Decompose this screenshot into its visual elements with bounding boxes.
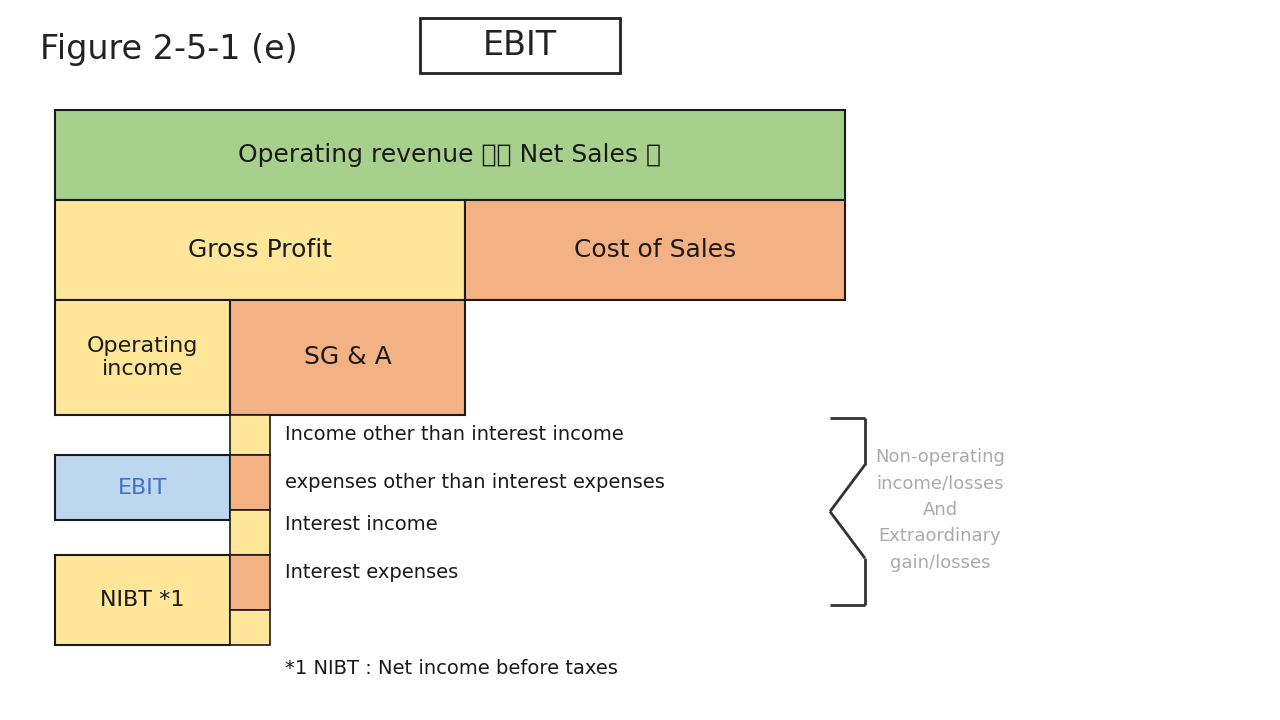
Bar bbox=[55, 200, 465, 300]
Text: Income other than interest income: Income other than interest income bbox=[285, 426, 623, 444]
Bar bbox=[420, 18, 620, 73]
Bar bbox=[230, 415, 270, 455]
Bar bbox=[55, 555, 230, 645]
Bar bbox=[55, 300, 230, 415]
Bar bbox=[465, 200, 845, 300]
Text: Interest expenses: Interest expenses bbox=[285, 562, 458, 582]
Text: NIBT *1: NIBT *1 bbox=[100, 590, 184, 610]
Bar bbox=[230, 300, 465, 415]
Bar bbox=[230, 610, 270, 645]
Text: Non-operating
income/losses
And
Extraordinary
gain/losses: Non-operating income/losses And Extraord… bbox=[876, 448, 1005, 572]
Text: Cost of Sales: Cost of Sales bbox=[573, 238, 736, 262]
Text: expenses other than interest expenses: expenses other than interest expenses bbox=[285, 472, 664, 492]
Text: EBIT: EBIT bbox=[118, 477, 168, 498]
Text: Figure 2-5-1 (e): Figure 2-5-1 (e) bbox=[40, 34, 298, 66]
Text: Operating revenue 　（ Net Sales ）: Operating revenue （ Net Sales ） bbox=[238, 143, 662, 167]
Bar bbox=[55, 110, 845, 200]
Bar bbox=[55, 455, 230, 520]
Text: Gross Profit: Gross Profit bbox=[188, 238, 332, 262]
Bar bbox=[230, 455, 270, 510]
Text: Interest income: Interest income bbox=[285, 516, 438, 534]
Bar bbox=[230, 555, 270, 610]
Text: *1 NIBT : Net income before taxes: *1 NIBT : Net income before taxes bbox=[285, 659, 618, 678]
Text: Operating
income: Operating income bbox=[87, 336, 198, 379]
Text: SG & A: SG & A bbox=[303, 346, 392, 369]
Bar bbox=[230, 510, 270, 555]
Text: EBIT: EBIT bbox=[483, 29, 557, 62]
